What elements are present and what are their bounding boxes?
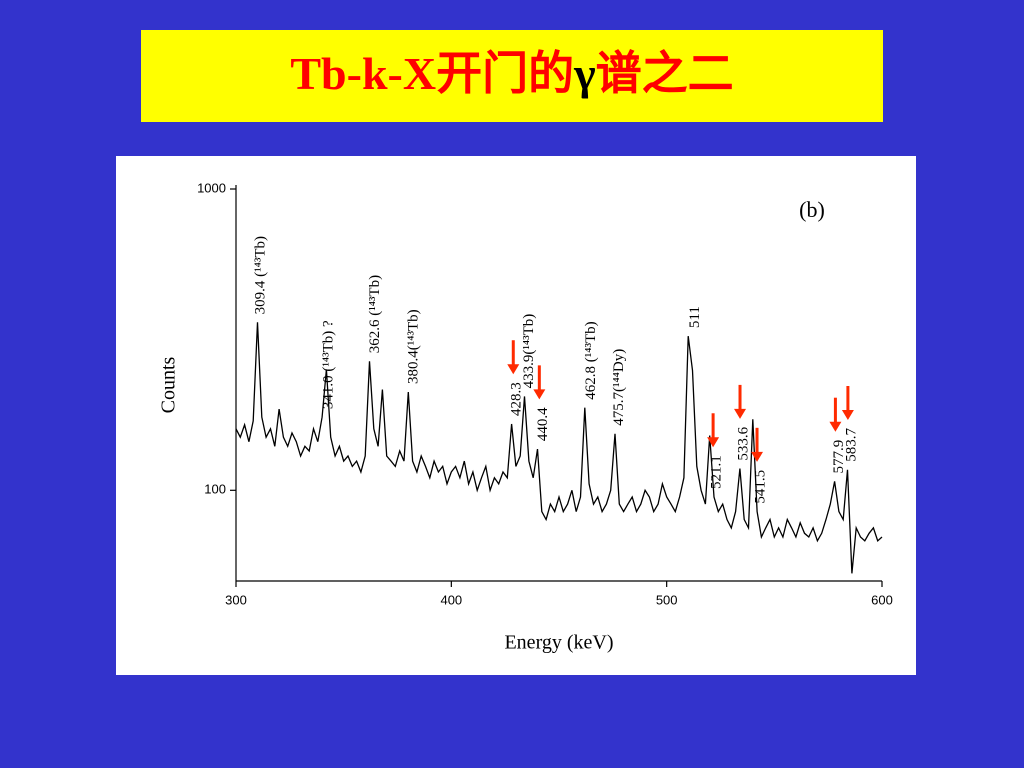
x-tick-label: 400 (440, 592, 462, 607)
spectrum-line (235, 322, 883, 574)
x-tick-label: 300 (225, 592, 247, 607)
x-tick-label: 500 (656, 592, 678, 607)
arrow-head (734, 408, 747, 419)
peak-label: 428.3 (509, 382, 525, 416)
arrow-head (507, 364, 520, 375)
title-part: γ (573, 48, 596, 99)
peak-label: 533.6 (735, 426, 751, 460)
peak-label: 475.7(¹⁴⁴Dy) (611, 349, 627, 426)
x-tick-label: 600 (871, 592, 893, 607)
chart-panel (116, 156, 916, 675)
peak-label: 309.4 (¹⁴³Tb) (253, 236, 269, 314)
x-axis-label: Energy (keV) (504, 632, 613, 654)
peak-label: 440.4 (535, 407, 551, 441)
panel-label: (b) (799, 197, 825, 222)
peak-label: 380.4(¹⁴³Tb) (406, 309, 422, 384)
peak-label: 462.8 (¹⁴³Tb) (583, 321, 599, 399)
title-part: Tb-k-X开门的 (290, 48, 574, 99)
arrow-head (829, 421, 842, 432)
peak-label: 511 (687, 306, 703, 328)
peak-label: 433.9(¹⁴³Tb) (521, 314, 537, 389)
peak-label: 362.6 (¹⁴³Tb) (367, 275, 383, 353)
y-tick-label: 1000 (197, 180, 226, 195)
arrow-head (533, 389, 546, 400)
peak-label: 577.9 (831, 440, 847, 474)
title-part: 谱之二 (596, 48, 734, 99)
arrow-head (707, 437, 720, 448)
peak-label: 521.1 (709, 455, 725, 489)
arrow-head (841, 410, 854, 421)
arrow-head (751, 451, 764, 462)
y-axis-label: Counts (158, 356, 180, 413)
peak-label: 541.5 (752, 470, 768, 504)
y-tick-label: 100 (204, 482, 226, 497)
peak-label: 583.7 (843, 428, 859, 462)
title-box (141, 30, 883, 122)
slide-title: Tb-k-X开门的γ谱之二 (290, 48, 733, 99)
peak-label: 341.0 (¹⁴³Tb) ? (321, 320, 337, 409)
